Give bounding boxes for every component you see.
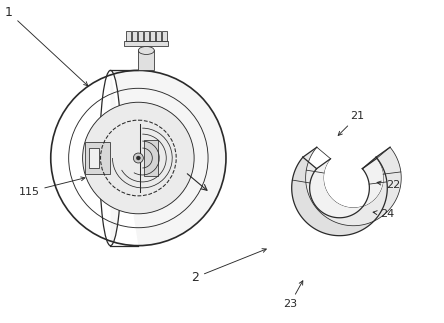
FancyBboxPatch shape <box>85 142 111 174</box>
Bar <box>126 31 131 40</box>
Circle shape <box>136 156 140 160</box>
Text: 21: 21 <box>338 111 365 135</box>
Bar <box>132 31 137 40</box>
Text: 2: 2 <box>191 249 266 284</box>
Circle shape <box>133 153 143 163</box>
Text: 22: 22 <box>377 180 400 190</box>
Polygon shape <box>111 70 226 245</box>
Text: 24: 24 <box>373 209 394 219</box>
Polygon shape <box>309 159 383 218</box>
Text: 23: 23 <box>283 281 303 309</box>
Text: 1: 1 <box>5 6 88 86</box>
Polygon shape <box>83 102 194 214</box>
Text: 115: 115 <box>18 177 85 197</box>
Bar <box>156 31 161 40</box>
Bar <box>144 140 158 176</box>
Polygon shape <box>292 157 387 236</box>
FancyBboxPatch shape <box>88 148 99 168</box>
Bar <box>150 31 155 40</box>
Bar <box>138 31 143 40</box>
Bar <box>144 31 149 40</box>
Ellipse shape <box>139 47 155 55</box>
Bar <box>162 31 167 40</box>
Bar <box>139 50 155 70</box>
Bar <box>124 40 168 46</box>
Polygon shape <box>292 147 401 236</box>
